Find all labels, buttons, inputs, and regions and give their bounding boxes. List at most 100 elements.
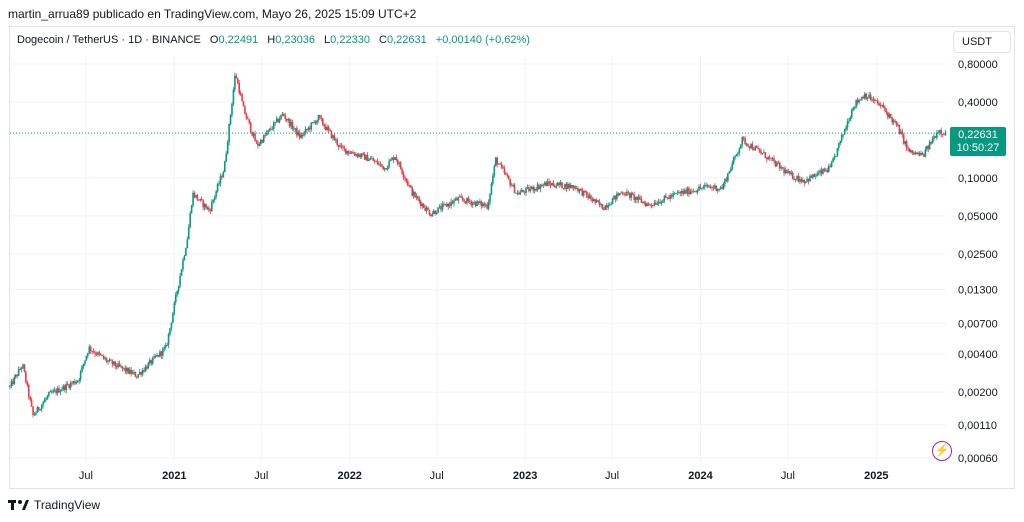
candle-body xyxy=(793,178,795,180)
candle-body xyxy=(862,96,865,99)
candle-body xyxy=(490,183,493,195)
candle-body xyxy=(340,145,343,147)
candle-body xyxy=(940,130,942,134)
candle-body xyxy=(296,128,298,136)
candle-body xyxy=(731,163,733,170)
candle-body xyxy=(584,190,586,192)
candle-body xyxy=(143,370,145,372)
candle-body xyxy=(33,414,36,416)
candle-body xyxy=(595,200,598,203)
candle-body xyxy=(300,134,302,138)
candle-body xyxy=(131,372,134,375)
candle-body xyxy=(343,147,346,149)
candle-body xyxy=(375,160,377,162)
candle-body xyxy=(637,196,640,200)
candle-body xyxy=(838,143,840,149)
candle-body xyxy=(552,183,555,186)
change-value: +0,00140 (+0,62%) xyxy=(435,34,530,46)
candle-body xyxy=(385,168,388,170)
candle-body xyxy=(339,145,341,147)
candle-body xyxy=(164,345,167,348)
candle-body xyxy=(88,346,91,354)
symbol-name: Dogecoin / TetherUS · 1D · BINANCE xyxy=(17,34,201,46)
candle-body xyxy=(819,170,821,173)
low-value: 0,22330 xyxy=(330,34,370,46)
candle-body xyxy=(776,162,778,167)
candle-body xyxy=(463,199,465,202)
candle-body xyxy=(284,115,287,119)
candle-body xyxy=(63,385,66,391)
candle-body xyxy=(941,133,944,135)
candle-body xyxy=(848,120,850,122)
candle-body xyxy=(510,185,513,187)
candle-body xyxy=(770,157,772,159)
candle-body xyxy=(539,186,542,190)
candle-body xyxy=(355,153,357,156)
candle-body xyxy=(82,363,85,367)
candle-body xyxy=(592,199,595,202)
symbol-legend: Dogecoin / TetherUS · 1D · BINANCE O0,22… xyxy=(17,34,530,46)
candle-body xyxy=(39,409,42,411)
candle-body xyxy=(330,130,333,139)
candle-body xyxy=(489,194,491,203)
candle-body xyxy=(111,360,114,365)
candle-body xyxy=(414,191,416,198)
candle-body xyxy=(541,184,543,187)
candle-body xyxy=(337,144,340,147)
candle-body xyxy=(359,154,362,158)
candle-body xyxy=(917,152,919,155)
lightning-icon[interactable]: ⚡ xyxy=(932,441,952,461)
candle-body xyxy=(732,157,735,164)
candle-body xyxy=(884,107,886,111)
candle-body xyxy=(20,367,23,370)
candle-body xyxy=(650,205,653,206)
candle-body xyxy=(59,390,62,393)
candle-body xyxy=(435,213,438,215)
candle-body xyxy=(846,121,849,128)
candle-body xyxy=(137,374,140,378)
candle-body xyxy=(869,94,872,100)
candle-body xyxy=(843,129,846,135)
candle-body xyxy=(804,181,807,184)
x-tick-label: Jul xyxy=(79,470,93,482)
x-tick-label: 2025 xyxy=(864,470,888,482)
candle-body xyxy=(58,388,60,393)
candle-body xyxy=(61,389,63,391)
candle-body xyxy=(698,186,700,191)
candle-body xyxy=(588,195,591,199)
candle-body xyxy=(264,135,266,137)
candle-body xyxy=(849,117,852,121)
candle-body xyxy=(17,369,20,376)
candle-body xyxy=(783,168,785,174)
candle-body xyxy=(293,129,295,130)
candle-body xyxy=(409,185,412,188)
candle-body xyxy=(262,135,265,143)
quote-currency-button[interactable]: USDT xyxy=(953,31,1011,53)
candle-body xyxy=(265,133,268,136)
candle-body xyxy=(812,174,814,178)
candle-body xyxy=(722,183,725,189)
candle-body xyxy=(170,322,173,328)
candle-body xyxy=(709,186,712,188)
candle-body xyxy=(773,158,775,162)
candle-body xyxy=(32,406,34,416)
candle-body xyxy=(252,133,255,136)
candle-body xyxy=(852,108,855,111)
x-tick-label: 2024 xyxy=(688,470,713,482)
candle-body xyxy=(543,182,546,185)
candle-body xyxy=(753,149,755,151)
candle-body xyxy=(115,365,118,368)
candle-body xyxy=(280,115,282,120)
candle-series xyxy=(9,72,947,418)
candle-body xyxy=(561,182,563,189)
candle-body xyxy=(149,360,151,363)
candle-body xyxy=(898,125,901,134)
candle-body xyxy=(105,358,108,362)
candle-body xyxy=(84,360,86,364)
candle-body xyxy=(667,197,670,199)
candle-body xyxy=(666,197,669,198)
y-tick-label: 0,00200 xyxy=(958,387,998,399)
candle-body xyxy=(94,352,96,354)
candle-body xyxy=(830,162,833,167)
